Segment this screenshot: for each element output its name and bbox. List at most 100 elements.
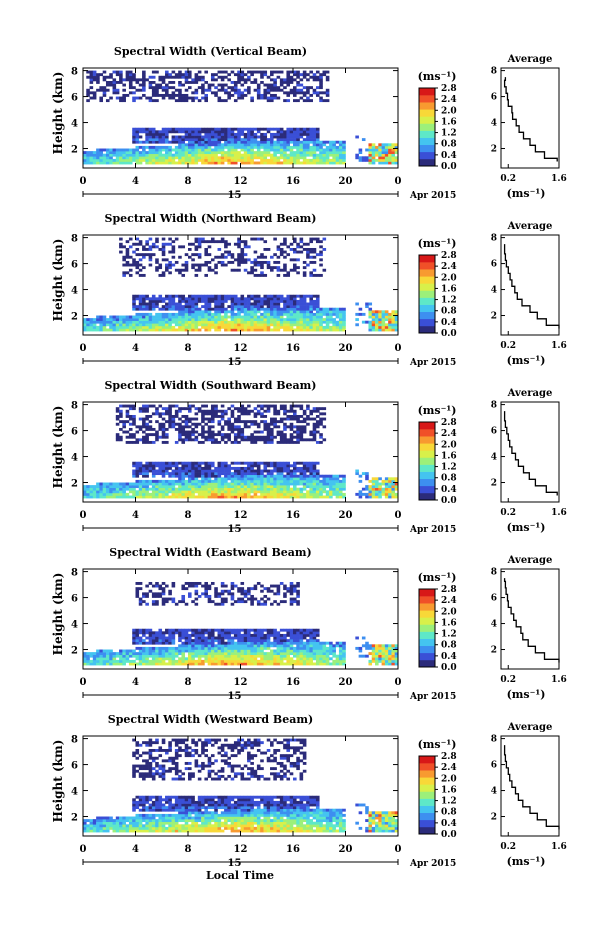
heatmap-cell — [204, 636, 208, 640]
heatmap-cell — [174, 320, 179, 324]
heatmap-cell — [112, 91, 117, 95]
heatmap-cell — [217, 294, 222, 298]
heatmap-cell — [174, 652, 179, 656]
heatmap-cell — [279, 127, 284, 131]
heatmap-cell — [168, 148, 172, 152]
heatmap-cell — [299, 430, 304, 434]
heatmap-cell — [204, 302, 208, 306]
heatmap-cell — [102, 75, 107, 79]
heatmap-cell — [230, 495, 235, 499]
heatmap-cell — [361, 312, 366, 316]
heatmap-cell — [119, 318, 123, 322]
heatmap-cell — [178, 417, 182, 421]
heatmap-cell — [286, 440, 291, 444]
heatmap-cell — [306, 310, 310, 314]
heatmap-cell — [306, 466, 310, 470]
heatmap-cell — [132, 472, 136, 476]
heatmap-cell — [276, 75, 281, 79]
heatmap-cell — [145, 158, 149, 162]
heatmap-cell — [384, 487, 389, 491]
heatmap-cell — [273, 422, 277, 426]
heatmap-cell — [227, 427, 231, 431]
heatmap-cell — [342, 312, 346, 316]
heatmap-cell — [168, 130, 172, 134]
heatmap-cell — [214, 407, 218, 411]
heatmap-cell — [306, 312, 310, 316]
heatmap-cell — [260, 305, 264, 309]
heatmap-cell — [309, 325, 313, 329]
heatmap-cell — [161, 469, 166, 473]
heatmap-cell — [355, 492, 359, 496]
heatmap-cell — [296, 433, 300, 437]
heatmap-cell — [293, 143, 297, 147]
heatmap-cell — [250, 320, 254, 324]
heatmap-cell — [142, 315, 146, 319]
heatmap-cell — [207, 474, 212, 478]
heatmap-cell — [168, 156, 172, 160]
heatmap-cell — [148, 99, 153, 103]
heatmap-cell — [155, 320, 159, 324]
heatmap-cell — [296, 80, 300, 84]
heatmap-cell — [283, 464, 287, 468]
heatmap-cell — [83, 490, 87, 494]
heatmap-cell — [309, 461, 313, 465]
heatmap-cell — [358, 158, 363, 162]
heatmap-cell — [384, 485, 389, 489]
heatmap-cell — [309, 148, 313, 152]
heatmap-cell — [293, 492, 297, 496]
colorbar-unit-label: (ms⁻¹) — [418, 237, 457, 250]
heatmap-cell — [296, 83, 300, 87]
heatmap-cell — [335, 153, 340, 157]
heatmap-cell — [151, 145, 156, 149]
heatmap-cell — [138, 161, 143, 165]
heatmap-cell — [224, 409, 228, 413]
heatmap-cell — [142, 70, 146, 74]
y-tick-label: 6 — [71, 260, 78, 271]
heatmap-cell — [158, 138, 163, 142]
heatmap-cell — [201, 325, 205, 329]
heatmap-cell — [188, 247, 192, 251]
heatmap-cell — [319, 328, 323, 332]
heatmap-cell — [253, 464, 258, 468]
heatmap-cell — [138, 581, 143, 585]
heatmap-cell — [375, 495, 379, 499]
heatmap-cell — [299, 135, 304, 139]
heatmap-cell — [89, 495, 94, 499]
heatmap-cell — [338, 153, 343, 157]
heatmap-cell — [322, 425, 327, 429]
heatmap-cell — [273, 320, 277, 324]
colorbar-unit-label: (ms⁻¹) — [418, 70, 457, 83]
average-y-tick-label: 8 — [491, 234, 497, 244]
heatmap-cell — [283, 417, 287, 421]
heatmap-cell — [325, 93, 330, 97]
heatmap-cell — [197, 240, 202, 244]
heatmap-cell — [210, 83, 215, 87]
heatmap-cell — [197, 145, 202, 149]
heatmap-cell — [184, 148, 189, 152]
heatmap-cell — [102, 492, 107, 496]
heatmap-cell — [102, 654, 107, 658]
heatmap-cell — [329, 310, 333, 314]
heatmap-cell — [293, 315, 297, 319]
heatmap-cell — [184, 158, 189, 162]
heatmap-cell — [142, 255, 146, 259]
heatmap-cell — [132, 639, 136, 643]
heatmap-cell — [237, 260, 241, 264]
colorbar-swatch — [419, 311, 435, 320]
heatmap-cell — [224, 240, 228, 244]
heatmap-cell — [181, 425, 186, 429]
heatmap-cell — [394, 318, 399, 322]
heatmap-cell — [201, 430, 205, 434]
heatmap-cell — [191, 422, 195, 426]
heatmap-cell — [207, 435, 212, 439]
heatmap-cell — [138, 153, 143, 157]
heatmap-cell — [207, 469, 212, 473]
heatmap-cell — [161, 430, 166, 434]
heatmap-cell — [319, 479, 323, 483]
heatmap-cell — [237, 420, 241, 424]
heatmap-cell — [171, 130, 176, 134]
heatmap-cell — [148, 425, 153, 429]
heatmap-cell — [309, 161, 313, 165]
heatmap-cell — [217, 151, 222, 155]
heatmap-cell — [158, 263, 163, 267]
